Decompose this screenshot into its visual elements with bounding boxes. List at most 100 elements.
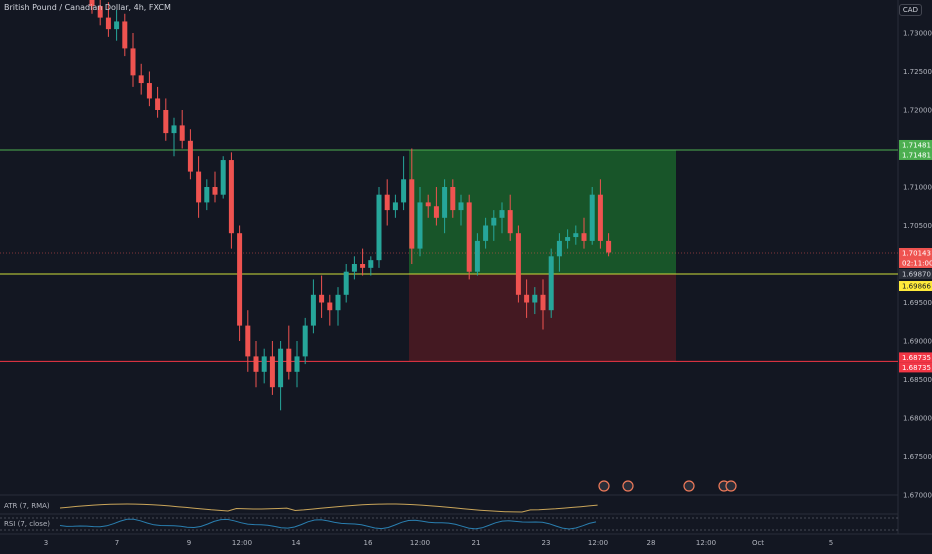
price-tick-label: 1.67500 <box>903 453 932 461</box>
candle-body[interactable] <box>515 233 521 295</box>
candle-body[interactable] <box>130 48 136 76</box>
candle-body[interactable] <box>294 356 300 372</box>
time-axis-label: 12:00 <box>410 539 430 547</box>
candle-body[interactable] <box>319 294 325 303</box>
candle-body[interactable] <box>179 125 185 141</box>
candle-body[interactable] <box>171 125 177 134</box>
price-tick-label: 1.68000 <box>903 415 932 423</box>
candle-body[interactable] <box>343 271 349 295</box>
candle-body[interactable] <box>114 21 120 30</box>
candle-body[interactable] <box>187 140 193 172</box>
time-axis-label: 3 <box>44 539 48 547</box>
candle-body[interactable] <box>368 260 374 268</box>
candle-body[interactable] <box>589 194 595 241</box>
price-tick-label: 1.72000 <box>903 107 932 115</box>
candle-body[interactable] <box>442 187 448 218</box>
candle-body[interactable] <box>392 202 398 211</box>
candle-body[interactable] <box>155 98 161 110</box>
time-axis-label: 12:00 <box>696 539 716 547</box>
time-axis-label: 5 <box>829 539 833 547</box>
event-marker-icon[interactable] <box>622 480 634 492</box>
time-axis-label: 28 <box>647 539 656 547</box>
candle-body[interactable] <box>89 0 95 7</box>
symbol-title[interactable]: British Pound / Canadian Dollar, 4h, FXC… <box>4 3 171 12</box>
candle-body[interactable] <box>556 240 562 257</box>
candle-body[interactable] <box>269 356 275 388</box>
currency-badge[interactable]: CAD <box>898 4 922 16</box>
candle-body[interactable] <box>212 187 218 195</box>
candle-body[interactable] <box>401 179 407 203</box>
candle-body[interactable] <box>450 187 456 211</box>
time-axis-label: 12:00 <box>232 539 252 547</box>
price-tick-label: 1.68500 <box>903 376 932 384</box>
time-axis-label: 21 <box>472 539 481 547</box>
time-axis-label: 9 <box>187 539 191 547</box>
candle-body[interactable] <box>351 264 357 272</box>
candle-body[interactable] <box>483 225 489 241</box>
candle-body[interactable] <box>261 356 267 372</box>
event-marker-icon[interactable] <box>598 480 610 492</box>
price-tick-label: 1.73000 <box>903 30 932 38</box>
event-marker-icon[interactable] <box>683 480 695 492</box>
candle-body[interactable] <box>302 325 308 357</box>
candle-body[interactable] <box>433 206 439 218</box>
candle-body[interactable] <box>606 240 612 253</box>
countdown-tag-bg <box>899 257 932 268</box>
candle-body[interactable] <box>417 202 423 249</box>
candle-body[interactable] <box>310 294 316 326</box>
yellow-price-tag-bg <box>899 281 932 292</box>
candle-body[interactable] <box>507 210 513 234</box>
candle-body[interactable] <box>122 21 128 49</box>
yellow-price-tag: 1.69866 <box>902 283 931 291</box>
profit-zone[interactable] <box>409 149 676 275</box>
candle-body[interactable] <box>220 160 226 195</box>
candle-body[interactable] <box>409 179 415 249</box>
time-axis-label: 16 <box>364 539 373 547</box>
candle-body[interactable] <box>597 194 603 241</box>
candle-body[interactable] <box>335 294 341 311</box>
candle-body[interactable] <box>458 202 464 211</box>
candle-body[interactable] <box>565 237 571 241</box>
stop-loss-tag-2: 1.68735 <box>902 364 931 372</box>
candle-body[interactable] <box>196 171 202 203</box>
atr-label[interactable]: ATR (7, RMA) <box>4 502 50 510</box>
event-marker-icon[interactable] <box>725 480 737 492</box>
candle-body[interactable] <box>327 302 333 311</box>
candle-body[interactable] <box>105 17 111 30</box>
candle-body[interactable] <box>499 210 505 218</box>
candle-body[interactable] <box>425 202 431 207</box>
candle-body[interactable] <box>581 233 587 241</box>
take-profit-tag: 1.71481 <box>902 141 931 149</box>
candle-body[interactable] <box>474 240 480 272</box>
candle-body[interactable] <box>540 294 546 311</box>
candle-body[interactable] <box>146 83 152 99</box>
candle-body[interactable] <box>97 6 103 18</box>
candle-body[interactable] <box>286 348 292 372</box>
candle-body[interactable] <box>548 256 554 311</box>
entry-tag-bg <box>899 269 932 280</box>
time-axis-label: 7 <box>115 539 119 547</box>
candle-body[interactable] <box>163 110 169 134</box>
candle-body[interactable] <box>360 264 366 268</box>
time-axis-label: 14 <box>292 539 301 547</box>
candle-body[interactable] <box>245 325 251 357</box>
candle-body[interactable] <box>228 160 234 234</box>
price-tick-label: 1.69000 <box>903 338 932 346</box>
candle-body[interactable] <box>376 194 382 261</box>
candle-body[interactable] <box>573 233 579 238</box>
candle-body[interactable] <box>524 294 530 303</box>
candle-body[interactable] <box>491 217 497 226</box>
stop-loss-tag-bg <box>899 352 932 363</box>
time-axis-label: 23 <box>542 539 551 547</box>
candle-body[interactable] <box>204 187 210 203</box>
rsi-label[interactable]: RSI (7, close) <box>4 520 50 528</box>
candle-body[interactable] <box>138 75 144 84</box>
candle-body[interactable] <box>532 294 538 303</box>
candle-body[interactable] <box>237 233 243 326</box>
candle-body[interactable] <box>253 356 259 372</box>
candle-body[interactable] <box>278 348 284 388</box>
candle-body[interactable] <box>466 202 472 272</box>
candle-body[interactable] <box>384 194 390 211</box>
